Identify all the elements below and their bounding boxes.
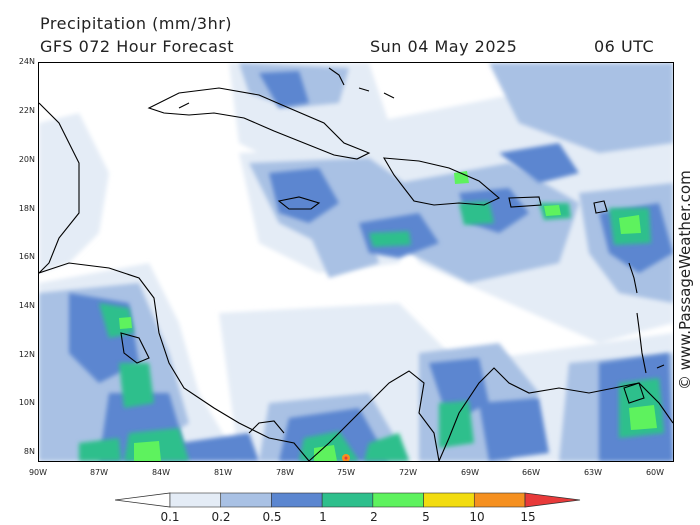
lon-label: 63W: [583, 468, 603, 477]
legend-arrow-right: [524, 492, 581, 508]
lon-label: 84W: [151, 468, 171, 477]
lat-label: 16N: [18, 252, 35, 261]
chart-subtitle: GFS 072 Hour Forecast: [40, 37, 235, 56]
lat-label: 24N: [18, 57, 35, 66]
precip-very-heavy: [119, 171, 657, 461]
legend-swatch: [473, 492, 526, 508]
legend-colorbar: [115, 492, 581, 508]
lat-label: 10N: [18, 398, 35, 407]
chart-title: Precipitation (mm/3hr): [40, 14, 233, 33]
lon-label: 60W: [645, 468, 665, 477]
lon-label: 87W: [89, 468, 109, 477]
legend-label: 0.2: [211, 510, 231, 524]
precip-extreme: [342, 454, 350, 461]
lon-label: 90W: [28, 468, 48, 477]
lat-label: 12N: [18, 350, 35, 359]
legend-label: 10: [469, 510, 485, 524]
legend-label: 15: [520, 510, 536, 524]
credit-text: © www.PassageWeather.com: [676, 170, 694, 390]
legend-label: 5: [422, 510, 430, 524]
lon-label: 66W: [521, 468, 541, 477]
forecast-time: 06 UTC: [594, 37, 655, 56]
coastlines: [39, 67, 673, 461]
legend-swatch: [321, 492, 374, 508]
legend-swatch: [271, 492, 323, 508]
svg-text:© www.PassageWeather.com: © www.PassageWeather.com: [676, 170, 694, 390]
legend-label: 0.5: [262, 510, 282, 524]
legend-swatch: [220, 492, 272, 508]
lat-label: 20N: [18, 155, 35, 164]
lon-label: 75W: [336, 468, 356, 477]
legend-label: 2: [370, 510, 378, 524]
legend-arrow-left: [115, 492, 171, 508]
lon-label: 78W: [275, 468, 295, 477]
precipitation-map: [38, 62, 674, 462]
lat-label: 22N: [18, 106, 35, 115]
lon-label: 72W: [398, 468, 418, 477]
lon-label: 81W: [213, 468, 233, 477]
forecast-date: Sun 04 May 2025: [370, 37, 518, 56]
map-canvas: [39, 63, 673, 461]
legend-swatch: [423, 492, 475, 508]
lon-label: 69W: [460, 468, 480, 477]
legend-label: 1: [319, 510, 327, 524]
lat-label: 18N: [18, 204, 35, 213]
legend-label: 0.1: [160, 510, 180, 524]
lat-label: 14N: [18, 301, 35, 310]
lat-label: 8N: [23, 447, 35, 456]
legend-swatch: [372, 492, 424, 508]
legend-swatch: [169, 492, 222, 508]
